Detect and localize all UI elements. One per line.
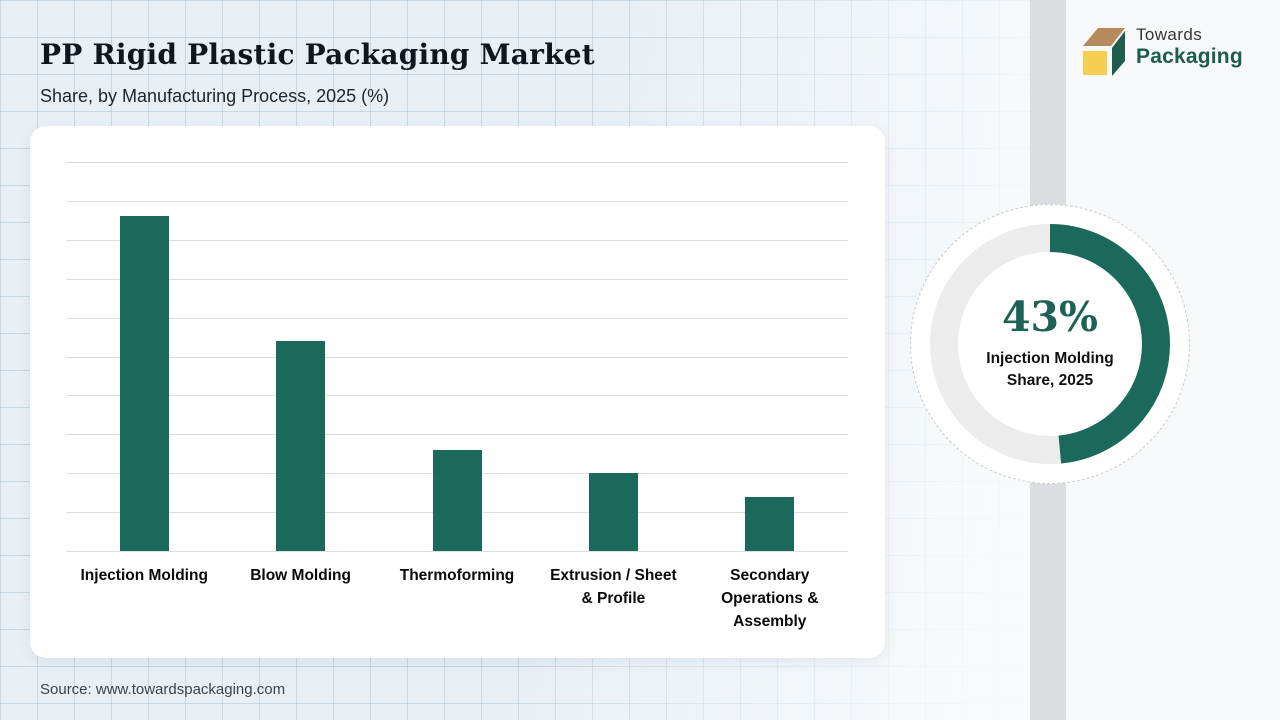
bar-extrusion-sheet-profile [588, 473, 638, 551]
page-subtitle: Share, by Manufacturing Process, 2025 (%… [40, 86, 390, 106]
gridline [66, 200, 848, 202]
brand-logo: Towards Packaging [1081, 20, 1243, 78]
source-credit: Source: www.towardspackaging.com [40, 681, 286, 698]
donut-chart [930, 224, 1170, 464]
bar-chart-card: Injection Molding Blow Molding Thermoformi… [30, 126, 885, 658]
gridline [66, 395, 848, 397]
category-label: Blow Molding [250, 567, 351, 584]
gridline [66, 278, 848, 280]
logo-word-towards: Towards [1136, 25, 1203, 44]
donut-value-arc [930, 224, 1170, 464]
gridline [66, 356, 848, 358]
gridline [66, 317, 848, 319]
category-label: Secondary Operations & Assembly [721, 567, 819, 630]
bar-blow-molding [276, 340, 326, 551]
gridline [66, 239, 848, 241]
logo-word-packaging: Packaging [1136, 44, 1243, 68]
bar-injection-molding [119, 216, 169, 551]
category-label: Extrusion / Sheet & Profile [550, 567, 677, 607]
category-label: Thermoforming [399, 567, 515, 584]
bar-thermoforming [432, 449, 482, 551]
bar-secondary-operations-assembly [745, 496, 795, 551]
gridline [66, 434, 848, 436]
category-label: Injection Molding [80, 567, 208, 584]
gridline [66, 551, 848, 552]
gridline [66, 162, 848, 163]
logo-cube-icon [1083, 28, 1125, 76]
logo-wordmark: Towards Packaging [1136, 20, 1243, 69]
page-title: PP Rigid Plastic Packaging Market [40, 38, 595, 71]
bar-plot-area: Injection Molding Blow Molding Thermoformi… [66, 162, 848, 630]
